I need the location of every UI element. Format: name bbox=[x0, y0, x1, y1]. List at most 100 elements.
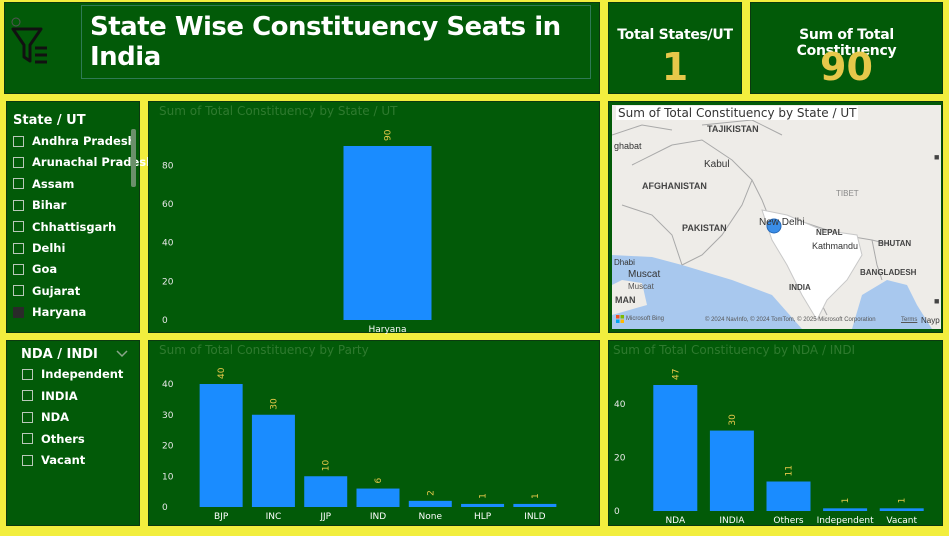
card-total-states: Total States/UT 1 bbox=[608, 2, 742, 94]
checkbox-icon[interactable] bbox=[22, 390, 33, 401]
checkbox-icon[interactable] bbox=[13, 178, 24, 190]
header-panel: State Wise Constituency Seats in India bbox=[4, 2, 600, 94]
state-slicer-item[interactable]: Arunachal Pradesh bbox=[13, 155, 154, 169]
map-label-nepal: NEPAL bbox=[816, 228, 843, 237]
map-label-new-delhi: New Delhi bbox=[759, 217, 805, 228]
state-slicer-item-label: Andhra Pradesh bbox=[32, 134, 136, 148]
bar[interactable] bbox=[304, 476, 348, 507]
x-tick-label: IND bbox=[370, 512, 386, 522]
data-label: 1 bbox=[898, 498, 908, 504]
state-slicer-item[interactable]: Delhi bbox=[13, 241, 65, 255]
nda-slicer-item[interactable]: INDIA bbox=[22, 389, 78, 403]
map-label-india: INDIA bbox=[789, 283, 811, 292]
x-tick-label: INDIA bbox=[719, 516, 745, 526]
map-label-pakistan: PAKISTAN bbox=[682, 223, 727, 233]
bar[interactable] bbox=[356, 488, 400, 507]
state-slicer: State / UT Andhra Pradesh Arunachal Prade… bbox=[6, 101, 154, 333]
bar[interactable] bbox=[709, 430, 754, 511]
bar[interactable] bbox=[823, 508, 868, 511]
y-tick-label: 30 bbox=[162, 411, 174, 421]
checkbox-icon[interactable] bbox=[13, 135, 24, 147]
chart-by-state-title: Sum of Total Constituency by State / UT bbox=[159, 104, 398, 118]
x-tick-label: BJP bbox=[214, 512, 229, 522]
data-label: 30 bbox=[728, 414, 738, 426]
data-label: 90 bbox=[384, 129, 394, 141]
nda-slicer-header: NDA / INDI bbox=[21, 347, 98, 362]
x-tick-label: Vacant bbox=[886, 516, 917, 526]
state-slicer-item[interactable]: Assam bbox=[13, 177, 74, 191]
nda-slicer-item-label: INDIA bbox=[41, 388, 78, 403]
state-slicer-item-label: Assam bbox=[32, 176, 75, 191]
checkbox-icon[interactable] bbox=[22, 368, 33, 380]
filter-icon[interactable] bbox=[11, 15, 49, 69]
checkbox-icon[interactable] bbox=[13, 306, 24, 318]
map-terms-link[interactable]: Terms bbox=[901, 317, 918, 323]
checkbox-icon[interactable] bbox=[13, 199, 24, 211]
y-tick-label: 0 bbox=[162, 503, 168, 513]
map-label-man: MAN bbox=[615, 295, 636, 305]
checkbox-icon[interactable] bbox=[13, 156, 24, 168]
x-tick-label: NDA bbox=[665, 516, 686, 526]
chart-by-nda-plot: 0 20 40 47 NDA 30 INDIA 11 Others 1 Independent 1 Va… bbox=[614, 369, 924, 526]
state-slicer-item-label: Delhi bbox=[32, 241, 66, 255]
data-label: 1 bbox=[841, 498, 851, 504]
state-slicer-item[interactable]: Andhra Pradesh bbox=[13, 134, 136, 148]
data-label: 40 bbox=[217, 367, 227, 379]
checkbox-icon[interactable] bbox=[13, 242, 24, 254]
map-label-kathmandu: Kathmandu bbox=[812, 241, 859, 251]
nda-slicer: NDA / INDI Independent INDIA NDA Others Vaca… bbox=[6, 340, 140, 526]
map-label-right-2: ■ bbox=[934, 296, 940, 306]
bar[interactable] bbox=[408, 500, 452, 507]
bar[interactable] bbox=[513, 503, 557, 507]
checkbox-icon[interactable] bbox=[13, 221, 24, 233]
nda-slicer-item[interactable]: NDA bbox=[22, 410, 69, 424]
checkbox-icon[interactable] bbox=[13, 263, 24, 275]
x-tick-label: HLP bbox=[474, 512, 492, 522]
y-tick-label: 0 bbox=[614, 507, 620, 517]
title-box: State Wise Constituency Seats in India bbox=[81, 5, 591, 79]
state-slicer-item[interactable]: Bihar bbox=[13, 198, 66, 212]
bar[interactable] bbox=[199, 384, 243, 507]
chevron-down-icon[interactable] bbox=[115, 346, 129, 364]
map-panel: Sum of Total Constituency by State / UT … bbox=[608, 101, 943, 333]
nda-slicer-item[interactable]: Others bbox=[22, 432, 85, 446]
chart-by-nda-title: Sum of Total Constituency by NDA / INDI bbox=[613, 343, 856, 357]
map-label-dhabi: Dhabi bbox=[614, 258, 635, 267]
map-canvas[interactable] bbox=[612, 105, 941, 329]
data-label: 30 bbox=[269, 398, 279, 410]
chart-by-state-plot: 0 20 40 60 80 90 Haryana bbox=[162, 129, 432, 334]
card-value-states: 1 bbox=[661, 45, 689, 89]
map-attribution: © 2024 NavInfo, © 2024 TomTom, © 2025 Mi… bbox=[705, 317, 876, 323]
data-label: 1 bbox=[531, 493, 541, 499]
y-tick-label: 20 bbox=[162, 442, 174, 452]
state-slicer-item[interactable]: Gujarat bbox=[13, 284, 80, 298]
checkbox-icon[interactable] bbox=[22, 411, 33, 423]
state-slicer-item[interactable]: Haryana bbox=[13, 305, 86, 319]
chart-by-party-plot: 0 10 20 30 40 40 BJP 30 INC 10 JJP 6 IND 2 None 1 HLP 1 IN… bbox=[162, 367, 557, 522]
x-tick-label: Others bbox=[773, 516, 804, 526]
nda-slicer-item[interactable]: Independent bbox=[22, 367, 123, 381]
bar[interactable] bbox=[343, 146, 432, 320]
checkbox-icon[interactable] bbox=[22, 454, 33, 466]
state-slicer-scrollbar[interactable] bbox=[131, 129, 136, 187]
map-label-cut: Nayp bbox=[921, 316, 940, 325]
state-slicer-item[interactable]: Chhattisgarh bbox=[13, 220, 116, 234]
data-label: 6 bbox=[374, 478, 384, 484]
bar[interactable] bbox=[879, 508, 924, 511]
card-label-constituency: Sum of Total Constituency bbox=[796, 27, 897, 59]
map-label-muscat-sub: Muscat bbox=[628, 282, 654, 291]
map-visual[interactable]: Sum of Total Constituency by State / UT … bbox=[612, 105, 941, 329]
bar[interactable] bbox=[251, 414, 295, 507]
bar[interactable] bbox=[461, 503, 505, 507]
bar[interactable] bbox=[653, 385, 698, 511]
nda-slicer-item-label: Independent bbox=[41, 367, 124, 381]
page-title: State Wise Constituency Seats in India bbox=[90, 12, 561, 72]
nda-slicer-item-label: Vacant bbox=[41, 453, 86, 467]
state-slicer-item[interactable]: Goa bbox=[13, 262, 57, 276]
checkbox-icon[interactable] bbox=[13, 285, 24, 297]
x-tick-label: Haryana bbox=[368, 325, 406, 334]
bar[interactable] bbox=[766, 481, 811, 511]
nda-slicer-item[interactable]: Vacant bbox=[22, 453, 85, 467]
state-slicer-item-label: Haryana bbox=[32, 305, 87, 320]
checkbox-icon[interactable] bbox=[22, 433, 33, 444]
